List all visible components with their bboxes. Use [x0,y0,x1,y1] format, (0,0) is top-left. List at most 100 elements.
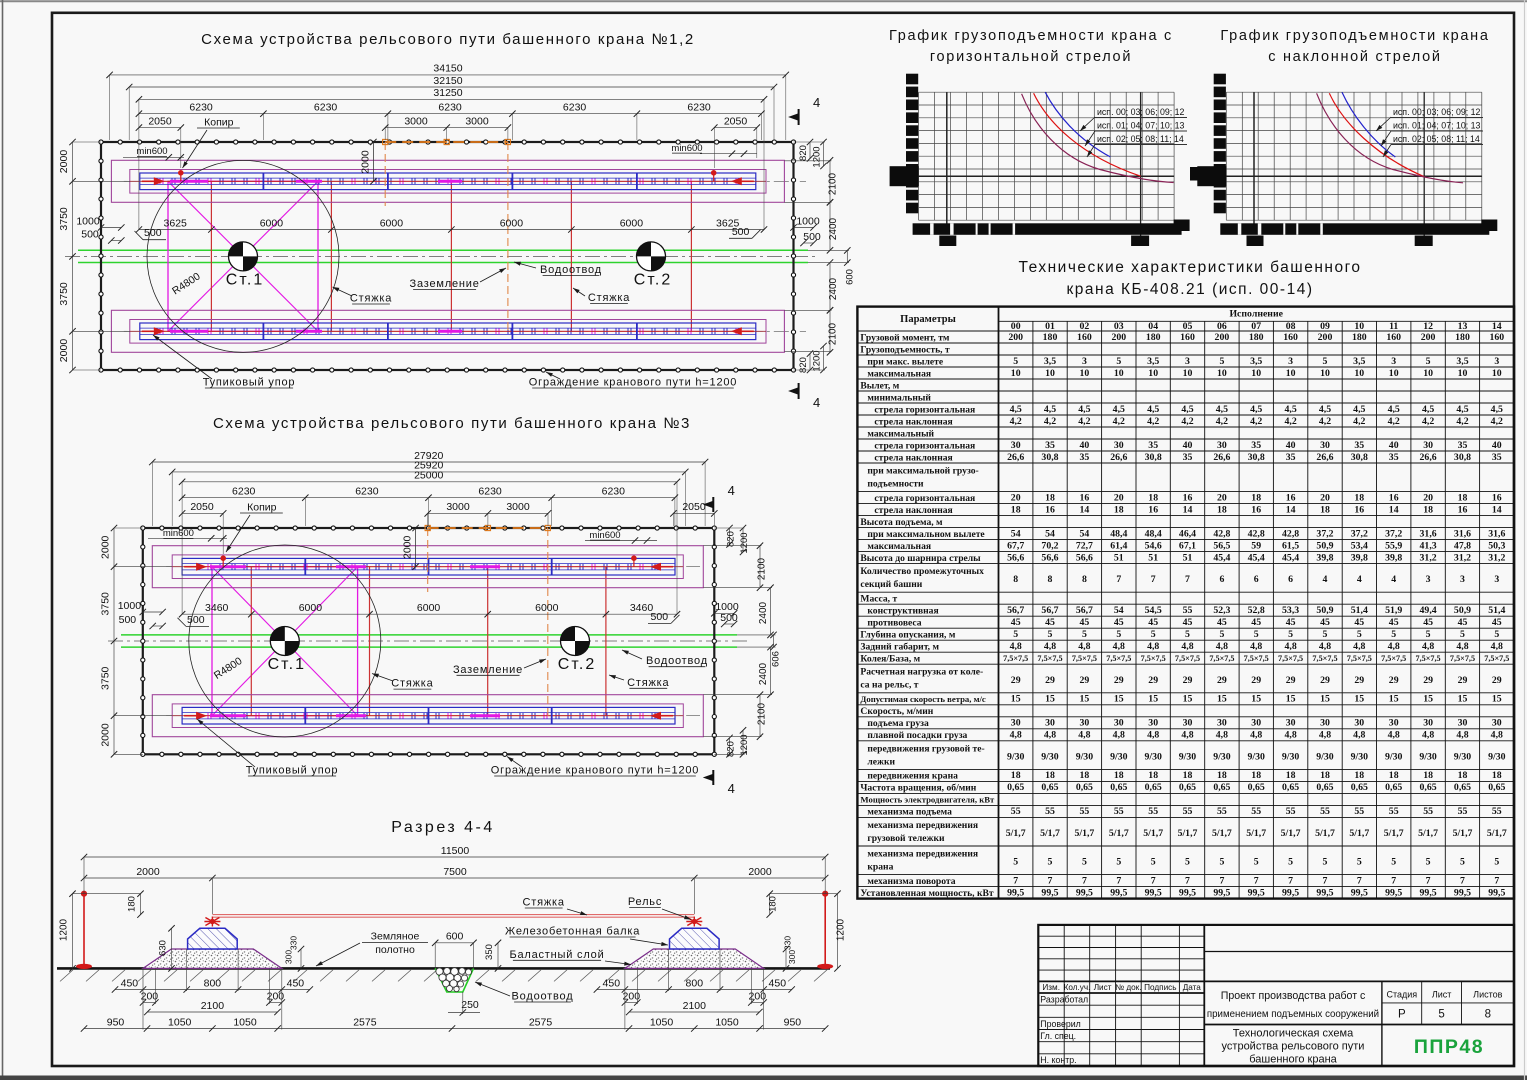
svg-text:30: 30 [1114,440,1124,451]
svg-text:противовеса: противовеса [867,618,921,629]
svg-text:10: 10 [1354,368,1364,379]
svg-text:10: 10 [1217,368,1227,379]
svg-text:3: 3 [1185,356,1190,367]
svg-text:10: 10 [1251,368,1261,379]
svg-text:4,2: 4,2 [1284,416,1296,427]
svg-text:8: 8 [1048,574,1053,585]
svg-text:40: 40 [1080,440,1090,451]
svg-text:7,5×7,5: 7,5×7,5 [1347,654,1372,663]
svg-text:крана КБ-408.21 (исп. 00-14): крана КБ-408.21 (исп. 00-14) [1067,281,1314,298]
svg-text:4,8: 4,8 [1078,730,1090,741]
svg-text:7: 7 [1288,875,1293,886]
svg-text:42,8: 42,8 [1282,528,1299,539]
svg-text:Копир: Копир [247,501,277,513]
svg-text:7,5×7,5: 7,5×7,5 [1450,654,1475,663]
svg-text:5/1,7: 5/1,7 [1246,828,1266,839]
svg-text:5: 5 [1254,629,1259,640]
svg-text:4,5: 4,5 [1491,404,1503,415]
svg-text:4,8: 4,8 [1319,730,1331,741]
svg-text:5: 5 [1013,857,1018,868]
svg-text:4,8: 4,8 [1422,730,1434,741]
svg-text:7: 7 [1254,875,1259,886]
svg-text:45,4: 45,4 [1213,552,1230,563]
svg-text:9/30: 9/30 [1247,751,1265,762]
svg-text:исп. 02; 05; 08; 11; 14: исп. 02; 05; 08; 11; 14 [1393,134,1480,144]
svg-text:7: 7 [1391,875,1396,886]
svg-text:Проверил: Проверил [1040,1019,1081,1029]
svg-text:4,2: 4,2 [1491,416,1503,427]
svg-text:7: 7 [1357,875,1362,886]
svg-text:Ст.2: Ст.2 [558,656,596,673]
svg-text:конструктивная: конструктивная [867,606,938,617]
svg-text:0,65: 0,65 [1316,782,1333,793]
svg-text:0,65: 0,65 [1488,782,1505,793]
svg-text:4,8: 4,8 [1353,730,1365,741]
svg-text:18: 18 [1011,504,1021,515]
svg-text:4,8: 4,8 [1113,641,1125,652]
svg-text:200: 200 [1008,332,1023,343]
svg-text:55: 55 [1217,806,1227,817]
svg-text:18: 18 [1458,492,1468,503]
svg-text:10: 10 [1045,368,1055,379]
svg-text:4,8: 4,8 [1147,641,1159,652]
svg-text:18: 18 [1080,770,1090,781]
svg-text:29: 29 [1458,675,1468,686]
svg-text:Вылет, м: Вылет, м [860,380,899,391]
svg-text:07: 07 [1251,321,1261,332]
svg-text:10: 10 [1286,368,1296,379]
svg-text:55: 55 [1045,806,1055,817]
svg-text:55: 55 [1458,806,1468,817]
svg-text:18: 18 [1217,770,1227,781]
svg-text:54: 54 [1114,605,1124,616]
svg-text:исп. 00; 03; 06; 09; 12: исп. 00; 03; 06; 09; 12 [1097,107,1185,117]
svg-text:31,6: 31,6 [1488,528,1505,539]
svg-text:99,5: 99,5 [1076,887,1093,898]
svg-text:Разрез 4-4: Разрез 4-4 [391,819,495,836]
svg-text:5: 5 [1219,356,1224,367]
svg-text:99,5: 99,5 [1420,887,1437,898]
svg-text:2050: 2050 [190,501,214,513]
svg-text:7,5×7,5: 7,5×7,5 [1381,654,1406,663]
svg-text:35: 35 [1389,452,1399,463]
svg-text:1200: 1200 [59,918,70,941]
svg-text:5: 5 [1082,629,1087,640]
svg-text:подъема груза: подъема груза [867,718,929,729]
svg-text:Глубина опускания, м: Глубина опускания, м [860,630,955,641]
svg-text:5: 5 [1185,629,1190,640]
svg-text:Тупиковый упор: Тупиковый упор [246,765,339,777]
svg-text:08: 08 [1286,321,1296,332]
svg-text:полотно: полотно [375,944,415,956]
svg-text:55: 55 [1354,806,1364,817]
svg-text:минимальный: минимальный [867,392,931,403]
svg-text:максимальная: максимальная [867,368,931,379]
svg-text:7: 7 [1185,875,1190,886]
svg-text:37,2: 37,2 [1351,528,1368,539]
svg-text:29: 29 [1251,675,1261,686]
svg-text:55: 55 [1114,806,1124,817]
svg-text:35: 35 [1251,440,1261,451]
svg-text:7,5×7,5: 7,5×7,5 [1037,654,1062,663]
svg-text:200: 200 [141,990,159,1002]
svg-text:05: 05 [1183,321,1193,332]
svg-text:6: 6 [1219,574,1224,585]
svg-text:45: 45 [1217,617,1227,628]
svg-text:Скорость, м/мин: Скорость, м/мин [860,706,933,717]
svg-text:99,5: 99,5 [1351,887,1368,898]
svg-text:Технологическая схема: Технологическая схема [1233,1028,1354,1040]
svg-text:6230: 6230 [438,102,462,114]
svg-text:30,8: 30,8 [1351,452,1368,463]
svg-text:4,8: 4,8 [1388,730,1400,741]
svg-text:5: 5 [1219,857,1224,868]
svg-text:30: 30 [1458,718,1468,729]
svg-text:72,7: 72,7 [1076,540,1093,551]
svg-text:7,5×7,5: 7,5×7,5 [1484,654,1509,663]
svg-text:Разработал: Разработал [1040,995,1088,1005]
svg-text:0,65: 0,65 [1454,782,1471,793]
svg-text:31,6: 31,6 [1420,528,1437,539]
svg-text:9/30: 9/30 [1041,751,1059,762]
svg-text:7,5×7,5: 7,5×7,5 [1416,654,1441,663]
svg-text:34150: 34150 [433,63,462,75]
svg-text:15: 15 [1320,694,1330,705]
svg-text:2400: 2400 [758,662,769,685]
svg-text:7,5×7,5: 7,5×7,5 [1072,654,1097,663]
